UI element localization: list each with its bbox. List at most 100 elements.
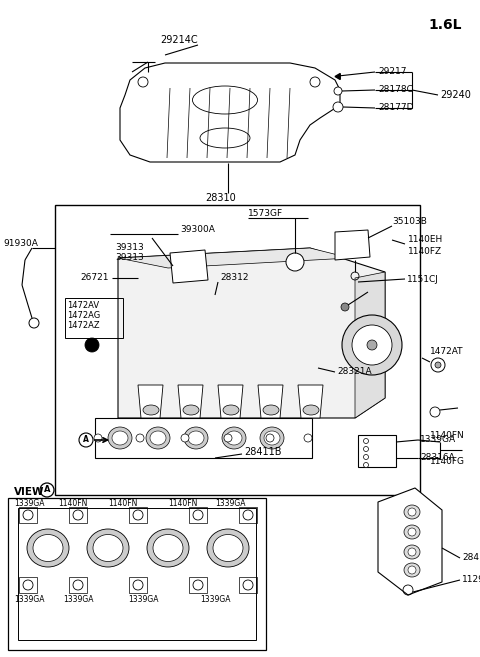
Ellipse shape <box>93 535 123 562</box>
Bar <box>18 508 256 640</box>
Text: 29217: 29217 <box>378 68 407 76</box>
Ellipse shape <box>404 545 420 559</box>
Text: 1140FN: 1140FN <box>430 430 465 440</box>
Ellipse shape <box>207 529 249 567</box>
Polygon shape <box>170 250 208 283</box>
Text: 1129GB: 1129GB <box>462 576 480 585</box>
Text: 35103B: 35103B <box>392 217 427 227</box>
Polygon shape <box>218 385 243 418</box>
Text: 1140FZ: 1140FZ <box>408 248 442 256</box>
Circle shape <box>408 548 416 556</box>
Ellipse shape <box>183 405 199 415</box>
Text: 29240: 29240 <box>440 90 471 100</box>
Ellipse shape <box>264 431 280 445</box>
Text: 28312: 28312 <box>220 273 249 283</box>
Text: 1339GA: 1339GA <box>215 499 245 507</box>
Ellipse shape <box>303 405 319 415</box>
Text: 28414B: 28414B <box>462 553 480 562</box>
Circle shape <box>363 438 369 443</box>
Polygon shape <box>118 248 385 418</box>
Circle shape <box>224 434 232 442</box>
Text: 1140FG: 1140FG <box>430 457 465 466</box>
Circle shape <box>138 77 148 87</box>
Ellipse shape <box>188 431 204 445</box>
Text: A: A <box>83 436 89 445</box>
Circle shape <box>23 510 33 520</box>
Bar <box>65 298 123 338</box>
Text: 91930A: 91930A <box>3 240 38 248</box>
Circle shape <box>133 510 143 520</box>
Text: 28411B: 28411B <box>244 447 281 457</box>
Polygon shape <box>355 272 385 418</box>
Text: 1140FN: 1140FN <box>58 499 87 507</box>
Text: 1339GA: 1339GA <box>420 436 456 445</box>
Bar <box>189 577 207 593</box>
Ellipse shape <box>87 529 129 567</box>
Text: 1339GA: 1339GA <box>128 595 158 604</box>
Bar <box>358 435 396 467</box>
Bar <box>69 577 87 593</box>
Text: A: A <box>44 486 50 495</box>
Ellipse shape <box>404 525 420 539</box>
Bar <box>189 507 207 523</box>
Circle shape <box>181 434 189 442</box>
Ellipse shape <box>223 405 239 415</box>
Bar <box>19 577 37 593</box>
Bar <box>8 498 266 650</box>
Circle shape <box>266 434 274 442</box>
Circle shape <box>304 434 312 442</box>
Polygon shape <box>258 385 283 418</box>
Circle shape <box>363 447 369 451</box>
Ellipse shape <box>150 431 166 445</box>
Circle shape <box>363 463 369 468</box>
Bar <box>129 507 147 523</box>
Circle shape <box>333 102 343 112</box>
Text: 39300A: 39300A <box>180 225 215 235</box>
Ellipse shape <box>146 427 170 449</box>
Text: 1140FN: 1140FN <box>168 499 197 507</box>
Ellipse shape <box>263 405 279 415</box>
Text: 1339GA: 1339GA <box>14 499 45 507</box>
Ellipse shape <box>33 535 63 562</box>
Polygon shape <box>138 385 163 418</box>
Circle shape <box>352 325 392 365</box>
Text: 28321A: 28321A <box>337 367 372 376</box>
Polygon shape <box>335 230 370 260</box>
Polygon shape <box>120 63 340 162</box>
Bar <box>19 507 37 523</box>
Bar <box>55 205 420 495</box>
Text: 1.6L: 1.6L <box>429 18 462 32</box>
Circle shape <box>94 434 102 442</box>
Ellipse shape <box>404 563 420 577</box>
Text: 1339GA: 1339GA <box>63 595 94 604</box>
Ellipse shape <box>108 427 132 449</box>
Circle shape <box>40 483 54 497</box>
Text: 1140EH: 1140EH <box>408 235 443 244</box>
Polygon shape <box>95 418 312 458</box>
Circle shape <box>85 338 99 352</box>
Text: 1573GF: 1573GF <box>248 208 283 217</box>
Bar <box>129 577 147 593</box>
Circle shape <box>23 580 33 590</box>
Text: 1140FN: 1140FN <box>108 499 137 507</box>
Circle shape <box>73 510 83 520</box>
Text: 1339GA: 1339GA <box>200 595 230 604</box>
Circle shape <box>286 253 304 271</box>
Polygon shape <box>378 488 442 595</box>
Ellipse shape <box>112 431 128 445</box>
Circle shape <box>243 580 253 590</box>
Bar <box>239 507 257 523</box>
Circle shape <box>193 510 203 520</box>
Text: 39313: 39313 <box>115 244 144 252</box>
Ellipse shape <box>147 529 189 567</box>
Ellipse shape <box>184 427 208 449</box>
Circle shape <box>363 455 369 459</box>
Circle shape <box>408 528 416 536</box>
Circle shape <box>435 362 441 368</box>
Bar <box>239 577 257 593</box>
Text: 1472AV: 1472AV <box>67 300 99 309</box>
Circle shape <box>334 87 342 95</box>
Text: 1472AZ: 1472AZ <box>67 321 100 330</box>
Text: 1151CJ: 1151CJ <box>407 275 439 284</box>
Text: 28177D: 28177D <box>378 104 413 112</box>
